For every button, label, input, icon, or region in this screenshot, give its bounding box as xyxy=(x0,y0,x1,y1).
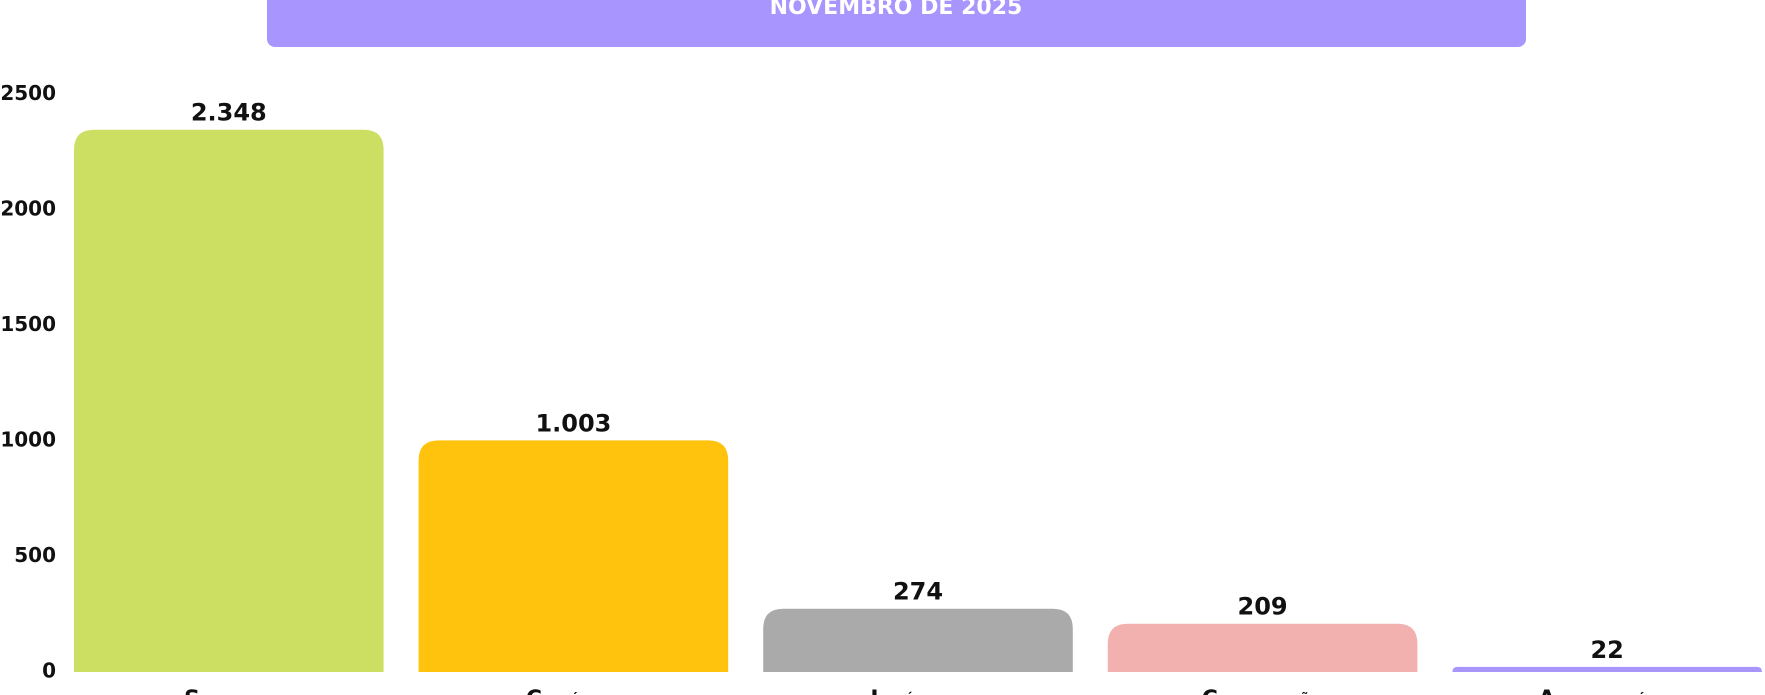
y-tick-label: 2000 xyxy=(0,197,56,221)
value-label: 1.003 xyxy=(535,409,611,437)
y-tick-label: 1500 xyxy=(0,312,56,336)
bar xyxy=(74,129,384,672)
bar xyxy=(1107,623,1418,672)
x-tick-label: Indústria xyxy=(870,687,966,695)
x-tick-label: Agropecuária xyxy=(1538,687,1676,695)
bar xyxy=(763,608,1073,672)
x-tick-label: Comércio xyxy=(526,687,621,695)
value-label: 274 xyxy=(893,578,943,606)
chart-title: NOVEMBRO DE 2025 xyxy=(770,0,1023,20)
y-tick-label: 1000 xyxy=(0,428,56,452)
value-label: 22 xyxy=(1590,636,1623,664)
value-label: 2.348 xyxy=(191,99,267,127)
title-banner xyxy=(267,0,1526,47)
x-tick-label: Serviços xyxy=(184,687,273,695)
x-tick-label: Construção xyxy=(1202,687,1324,695)
bar xyxy=(418,440,729,672)
y-tick-label: 0 xyxy=(42,659,56,683)
value-label: 209 xyxy=(1238,593,1288,621)
y-tick-label: 2500 xyxy=(0,81,56,105)
y-tick-label: 500 xyxy=(14,543,56,567)
bar xyxy=(1452,666,1762,672)
